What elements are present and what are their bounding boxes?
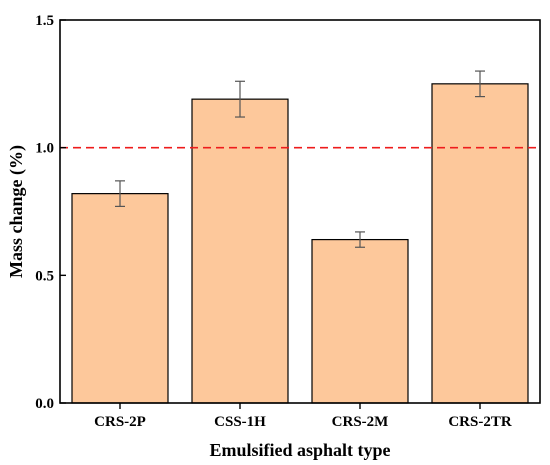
error-bar-css-1h	[235, 80, 245, 118]
error-bar-crs-2tr	[475, 70, 485, 98]
error-bar-crs-2p	[115, 180, 125, 207]
bar-css-1h	[191, 98, 289, 404]
y-tick-label: 1.0	[35, 141, 54, 157]
x-tick-label: CSS-1H	[214, 414, 266, 430]
error-bar-crs-2m	[355, 231, 365, 248]
y-tick-label: 0.0	[35, 396, 54, 412]
x-tick-label: CRS-2M	[332, 414, 389, 430]
x-axis-ticks: CRS-2P CSS-1H CRS-2M CRS-2TR	[94, 403, 512, 430]
x-axis-title: Emulsified asphalt type	[209, 440, 390, 460]
x-tick-label: CRS-2TR	[448, 414, 512, 430]
bar-crs-2tr	[431, 83, 529, 404]
x-tick-label: CRS-2P	[94, 414, 146, 430]
bar-crs-2p	[71, 193, 169, 404]
bars-layer	[71, 83, 529, 404]
y-axis-ticks: 0.0 0.5 1.0 1.5	[35, 13, 66, 412]
y-tick-label: 1.5	[35, 13, 54, 29]
y-axis-title: Mass change (%)	[6, 145, 27, 278]
bar-crs-2m	[311, 238, 409, 404]
plot-frame	[59, 19, 541, 404]
error-bars-layer	[115, 70, 485, 248]
y-tick-label: 0.5	[35, 268, 54, 284]
